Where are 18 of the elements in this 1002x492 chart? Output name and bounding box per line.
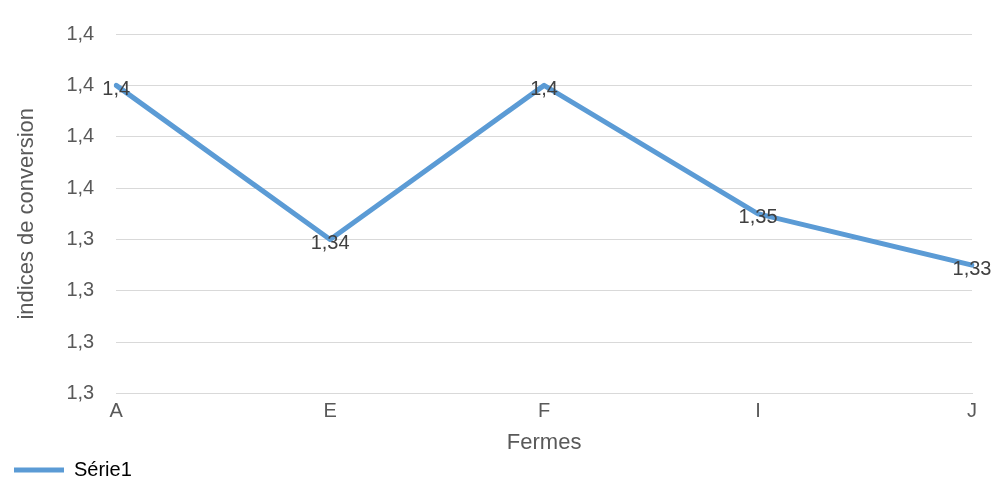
x-tick-label: F xyxy=(537,399,551,422)
x-tick-label: A xyxy=(109,399,124,422)
legend-label: Série1 xyxy=(74,457,132,480)
y-tick-label: 1,4 xyxy=(66,175,95,198)
y-tick-label: 1,4 xyxy=(66,72,95,95)
x-tick-label: E xyxy=(323,399,337,422)
x-tick-label: I xyxy=(755,399,761,422)
data-label: 1,33 xyxy=(952,256,992,279)
y-tick-label: 1,3 xyxy=(66,278,95,301)
y-tick-label: 1,3 xyxy=(66,329,95,352)
y-axis-title: indices de conversion xyxy=(13,108,39,320)
y-tick-label: 1,4 xyxy=(66,21,95,44)
x-tick-label: J xyxy=(967,399,977,422)
x-axis-title: Fermes xyxy=(506,428,582,454)
y-tick-label: 1,3 xyxy=(66,381,95,404)
data-label: 1,34 xyxy=(310,231,350,253)
y-tick-label: 1,4 xyxy=(66,124,95,147)
y-tick-label: 1,3 xyxy=(66,227,95,249)
